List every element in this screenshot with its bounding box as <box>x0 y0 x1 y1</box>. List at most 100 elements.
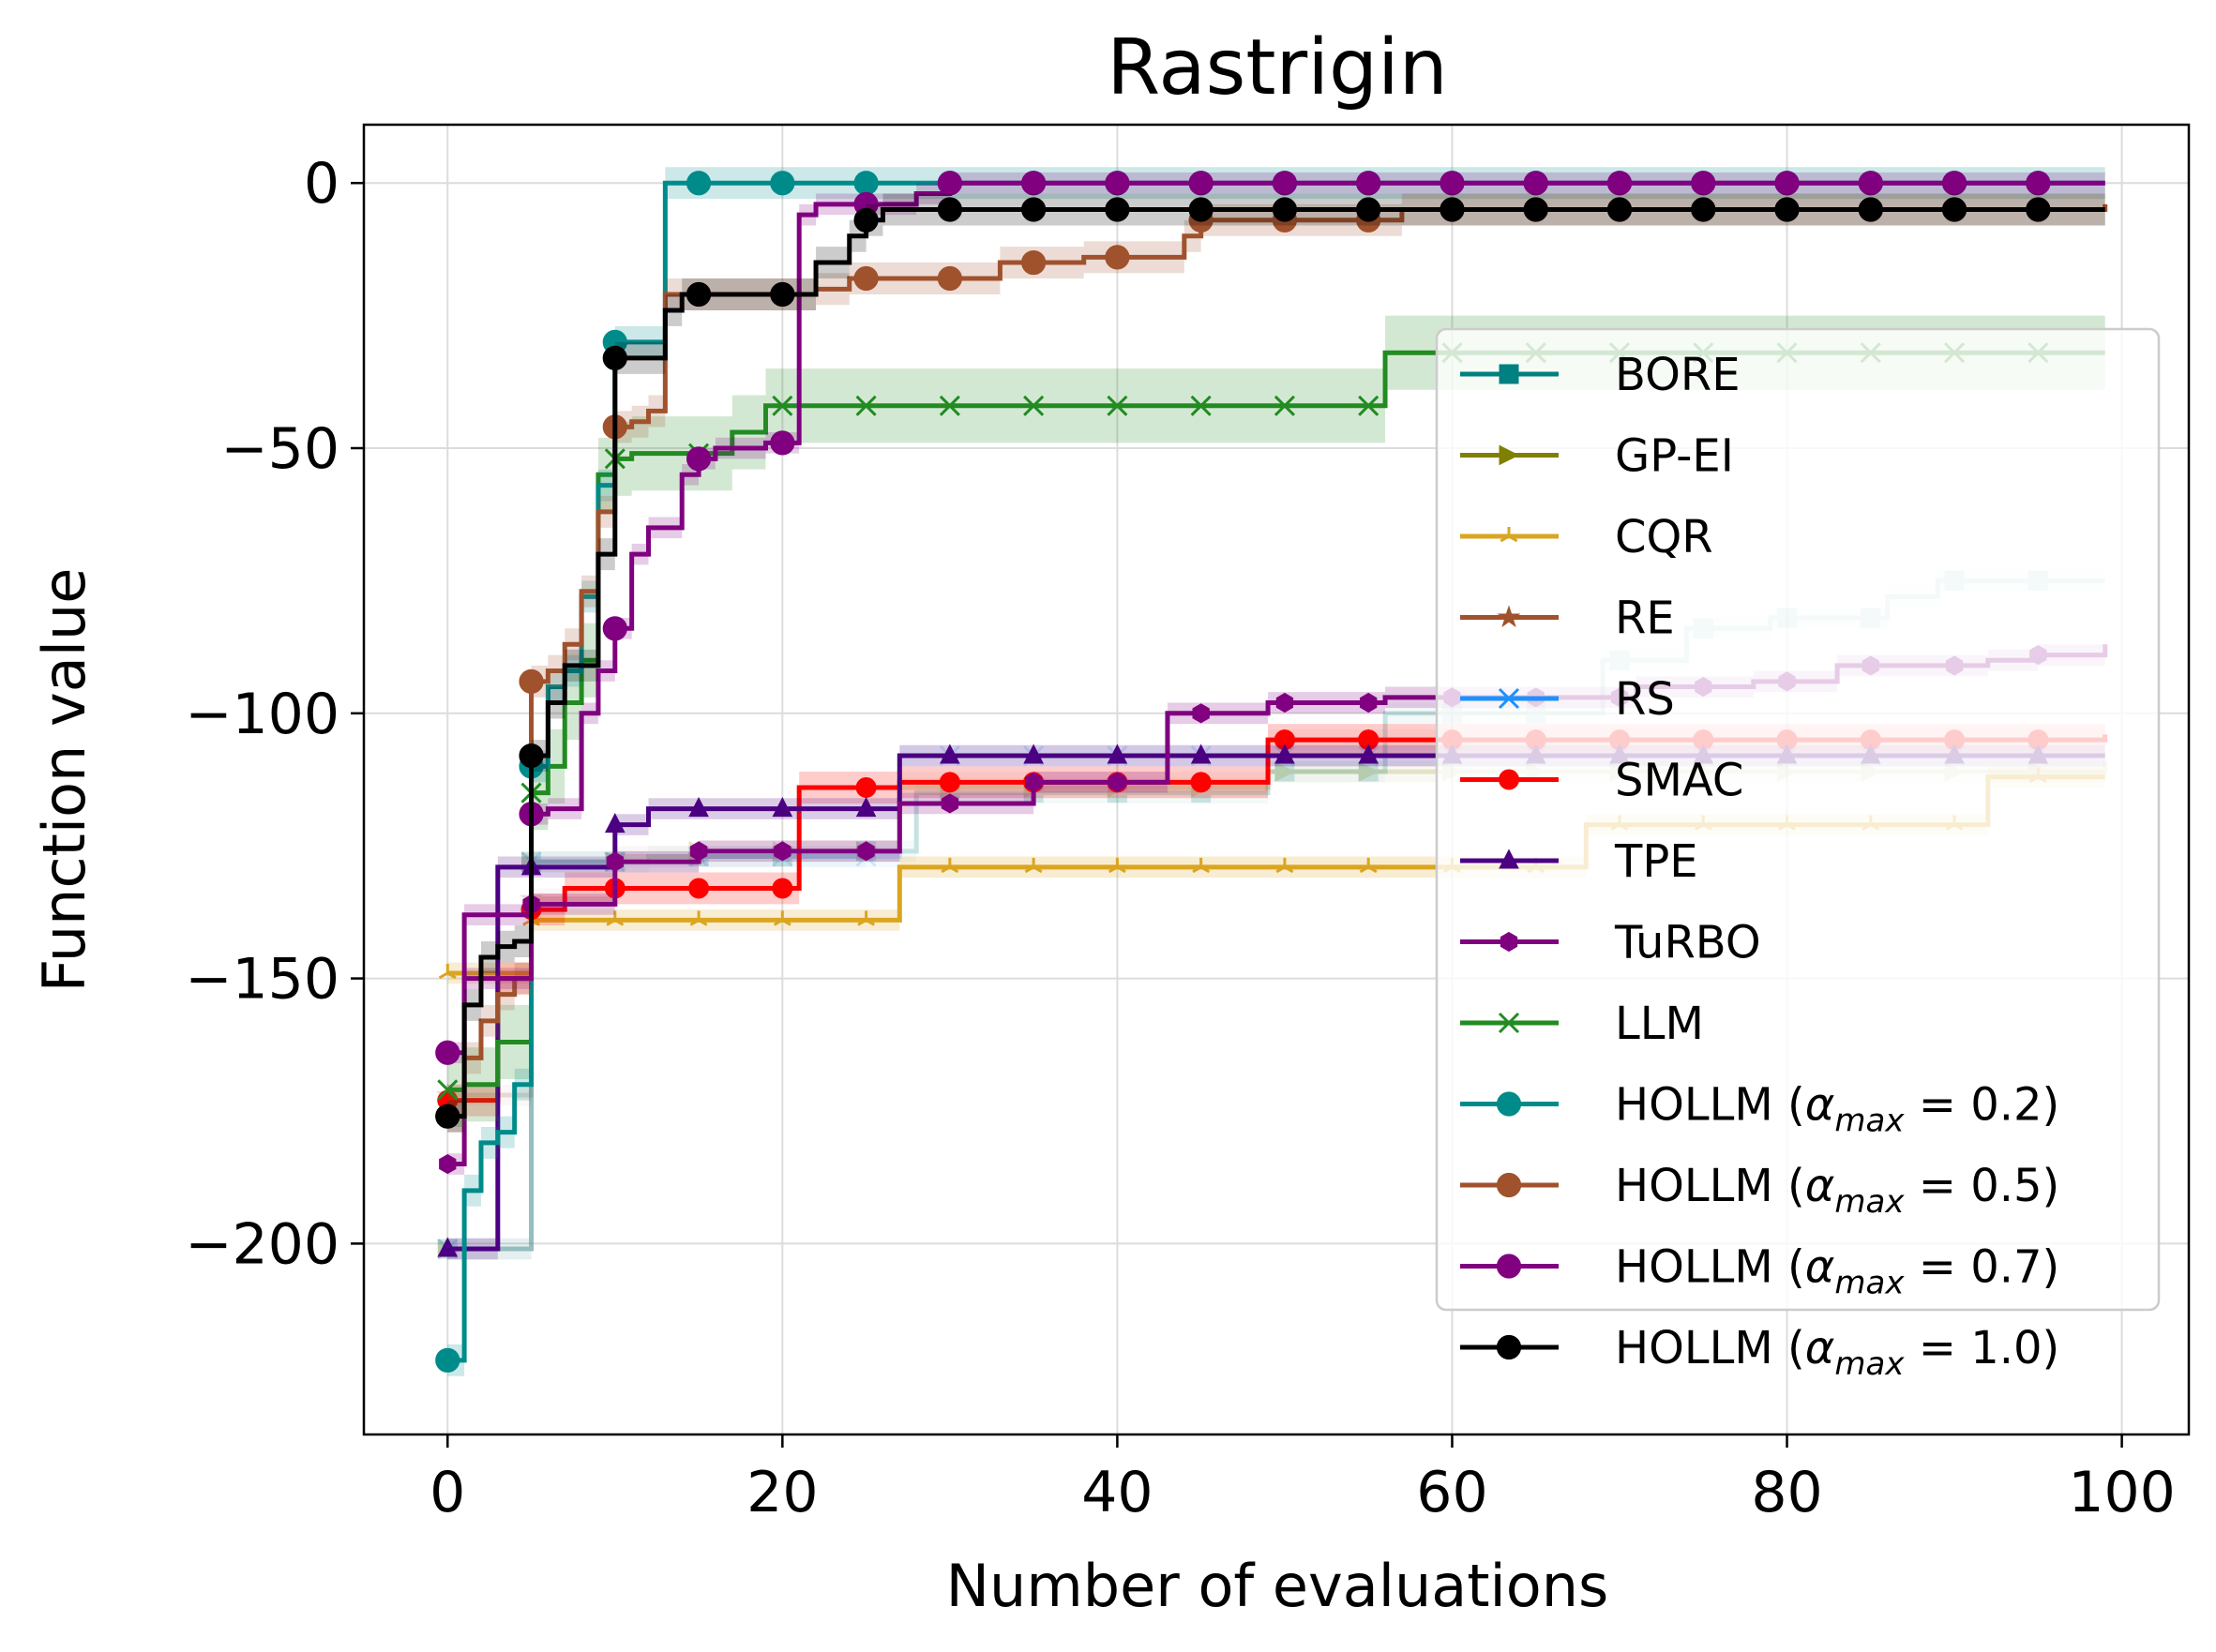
data-point <box>1858 197 1883 222</box>
x-tick-label: 80 <box>1751 1460 1822 1525</box>
data-point <box>853 265 879 292</box>
legend-entry-re: RE <box>1460 593 1675 645</box>
plot-frame <box>362 123 2191 1436</box>
data-point <box>1691 171 1716 196</box>
data-point <box>1440 171 1465 196</box>
data-point <box>435 1347 460 1373</box>
data-point <box>1356 171 1381 196</box>
data-point <box>1108 857 1126 874</box>
legend-entry-bore: BORE <box>1460 349 1741 401</box>
data-point <box>1358 743 1379 764</box>
data-point <box>1274 761 1296 782</box>
data-point <box>1500 931 1518 953</box>
data-point <box>774 841 791 862</box>
data-point <box>606 910 625 926</box>
data-point <box>1606 197 1633 222</box>
data-point <box>937 265 962 292</box>
data-point <box>1108 772 1126 792</box>
data-point <box>1496 1172 1522 1198</box>
data-point <box>940 743 960 764</box>
data-point <box>435 1104 460 1129</box>
x-tick-label: 20 <box>746 1460 818 1525</box>
data-point <box>1190 743 1212 764</box>
data-point <box>1190 772 1212 793</box>
data-point <box>1188 171 1214 196</box>
legend-label: SMAC <box>1615 755 1743 807</box>
legend-entry-hollm-max-0-5: HOLLM (αmax = 0.5) <box>1460 1160 2059 1221</box>
data-point <box>686 171 712 196</box>
legend-entry-tpe: TPE <box>1460 835 1698 888</box>
y-tick-label: 0 <box>304 151 339 217</box>
data-point <box>1192 857 1211 874</box>
legend: BORE GP-EI CQR RE RS SMAC TPE TuRBO LLM HOLLM (αm… <box>1435 327 2161 1383</box>
data-point <box>773 910 791 926</box>
data-point <box>1499 364 1519 384</box>
data-point <box>1858 171 1883 196</box>
data-point <box>1498 687 1520 710</box>
data-point <box>770 171 795 196</box>
legend-entry-rs: RS <box>1460 673 1675 726</box>
data-point <box>1272 197 1298 222</box>
data-point <box>1192 703 1210 724</box>
data-point <box>604 812 626 834</box>
data-point <box>688 797 709 818</box>
data-point <box>1024 772 1043 792</box>
x-tick-label: 100 <box>2068 1460 2176 1525</box>
data-point <box>1498 1012 1520 1034</box>
data-point <box>602 616 627 641</box>
data-point <box>1523 171 1548 196</box>
data-point <box>437 1079 459 1101</box>
data-point <box>1499 849 1519 869</box>
data-point <box>770 281 795 308</box>
data-point <box>2026 171 2051 196</box>
data-point <box>438 963 457 980</box>
legend-entry-smac: SMAC <box>1460 755 1743 807</box>
data-point <box>602 345 627 370</box>
legend-entry-llm: LLM <box>1460 998 1704 1050</box>
data-point <box>1941 197 1967 222</box>
series-hollm-max-1-0 <box>435 193 2105 1133</box>
data-point <box>1107 743 1128 764</box>
data-point <box>941 857 959 874</box>
data-point <box>1272 171 1298 196</box>
data-point <box>1496 1091 1522 1117</box>
data-point <box>1774 197 1800 222</box>
data-point <box>689 910 708 926</box>
data-point <box>686 281 712 308</box>
legend-label: BORE <box>1615 349 1741 401</box>
data-point <box>1024 857 1043 874</box>
data-point <box>1105 171 1130 196</box>
series-line <box>447 203 2108 1119</box>
data-point <box>1523 197 1548 222</box>
legend-entry-cqr: CQR <box>1460 511 1713 563</box>
data-point <box>688 878 710 899</box>
data-point <box>2026 197 2051 222</box>
legend-label: RS <box>1615 673 1675 726</box>
data-point <box>1499 769 1519 790</box>
legend-entry-gp-ei: GP-EI <box>1460 430 1734 483</box>
data-point <box>435 1040 460 1065</box>
y-tick-label: −100 <box>185 682 339 747</box>
data-point <box>437 1237 459 1257</box>
data-point <box>689 841 708 862</box>
data-point <box>937 197 962 222</box>
data-point <box>1023 395 1045 416</box>
data-point <box>439 1153 457 1175</box>
data-point <box>770 430 795 456</box>
data-point <box>937 171 962 196</box>
data-point <box>1496 1334 1522 1360</box>
data-point <box>939 772 960 793</box>
data-point <box>853 207 879 233</box>
legend-label: HOLLM (αmax = 0.7) <box>1615 1241 2059 1302</box>
legend-label: RE <box>1615 593 1675 645</box>
legend-box <box>1435 327 2161 1312</box>
data-point <box>1188 197 1214 222</box>
legend-label: GP-EI <box>1615 430 1734 483</box>
y-tick-label: −50 <box>220 416 339 482</box>
legend-label: CQR <box>1615 511 1713 563</box>
legend-entry-hollm-max-0-2: HOLLM (αmax = 0.2) <box>1460 1079 2059 1140</box>
data-point <box>606 851 624 872</box>
data-point <box>855 776 877 798</box>
y-axis: 0 −50 −100 −150 −200 <box>185 151 364 1277</box>
